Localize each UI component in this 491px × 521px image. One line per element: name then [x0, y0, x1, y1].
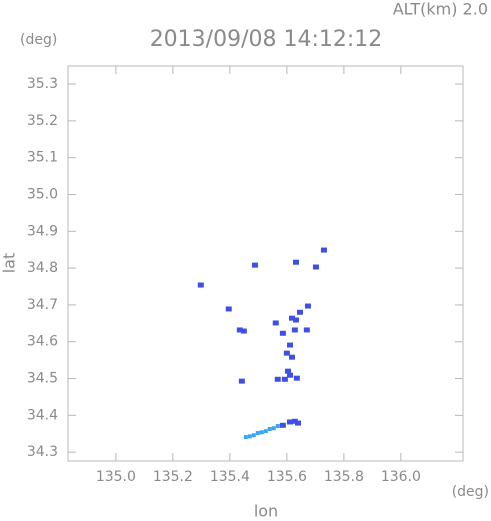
echo-point — [292, 259, 299, 265]
echo-point — [289, 315, 296, 321]
x-unit: (deg) — [452, 484, 489, 500]
y-tick-label: 35.3 — [27, 76, 58, 92]
x-tick-label: 135.0 — [96, 469, 136, 485]
echo-point — [267, 426, 272, 431]
echo-point — [251, 433, 256, 438]
echo-point — [259, 430, 264, 435]
echo-point — [274, 376, 281, 382]
echo-point — [303, 327, 310, 333]
y-tick-label: 34.3 — [27, 444, 58, 460]
echo-point — [225, 306, 232, 312]
echo-point — [272, 320, 279, 326]
altitude-label: ALT(km) 2.0 — [393, 0, 488, 19]
echo-point — [292, 317, 299, 323]
x-tick-label: 135.6 — [267, 469, 307, 485]
echo-point — [236, 327, 243, 333]
echo-point — [279, 330, 286, 336]
echo-point — [304, 303, 311, 309]
echo-point — [291, 418, 298, 424]
echo-point — [281, 376, 288, 382]
echo-point — [291, 327, 298, 333]
y-axis-label: lat — [0, 253, 19, 274]
y-tick-label: 34.6 — [27, 334, 58, 350]
y-tick-label: 34.5 — [27, 371, 58, 387]
x-tick-label: 135.2 — [153, 469, 193, 485]
echo-point — [263, 429, 268, 434]
echo-point — [287, 419, 294, 425]
echo-point — [289, 354, 296, 360]
echo-point — [240, 328, 247, 334]
echo-point — [243, 435, 248, 440]
echo-point — [320, 247, 327, 253]
echo-point — [312, 264, 319, 270]
y-tick-label: 34.7 — [27, 297, 58, 313]
plot-frame — [67, 65, 464, 462]
x-tick-label: 135.4 — [210, 469, 250, 485]
y-tick-label: 34.8 — [27, 260, 58, 276]
y-tick-label: 35.0 — [27, 186, 58, 202]
echo-point — [275, 424, 280, 429]
y-tick-label: 35.2 — [27, 113, 58, 129]
echo-point — [294, 420, 301, 426]
echo-point — [255, 431, 260, 436]
echo-point — [287, 342, 294, 348]
echo-point — [285, 368, 292, 374]
echo-point — [293, 375, 300, 381]
x-tick-label: 135.8 — [324, 469, 364, 485]
echo-point — [296, 309, 303, 315]
echo-point — [279, 422, 286, 428]
y-unit: (deg) — [20, 32, 57, 48]
echo-point — [247, 434, 252, 439]
y-tick-label: 34.4 — [27, 407, 58, 423]
x-axis-label: lon — [254, 502, 278, 521]
echo-point — [238, 378, 245, 384]
echo-point — [197, 282, 204, 288]
x-tick-label: 136.0 — [381, 469, 421, 485]
chart-title: 2013/09/08 14:12:12 — [150, 27, 383, 52]
echo-point — [283, 350, 290, 356]
echo-point — [287, 372, 294, 378]
y-tick-label: 35.1 — [27, 150, 58, 166]
echo-point — [271, 426, 276, 431]
y-tick-label: 34.9 — [27, 223, 58, 239]
echo-point — [251, 262, 258, 268]
